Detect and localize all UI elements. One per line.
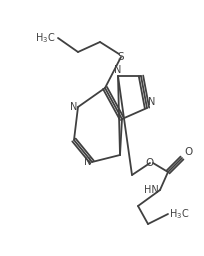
Text: O: O bbox=[145, 158, 153, 168]
Text: N: N bbox=[147, 97, 155, 107]
Text: N: N bbox=[69, 102, 77, 112]
Text: HN: HN bbox=[144, 185, 158, 195]
Text: N: N bbox=[83, 157, 91, 167]
Text: O: O bbox=[183, 147, 191, 157]
Text: S: S bbox=[117, 52, 124, 62]
Text: N: N bbox=[114, 65, 121, 75]
Text: H$_3$C: H$_3$C bbox=[34, 31, 55, 45]
Text: H$_3$C: H$_3$C bbox=[168, 207, 188, 221]
